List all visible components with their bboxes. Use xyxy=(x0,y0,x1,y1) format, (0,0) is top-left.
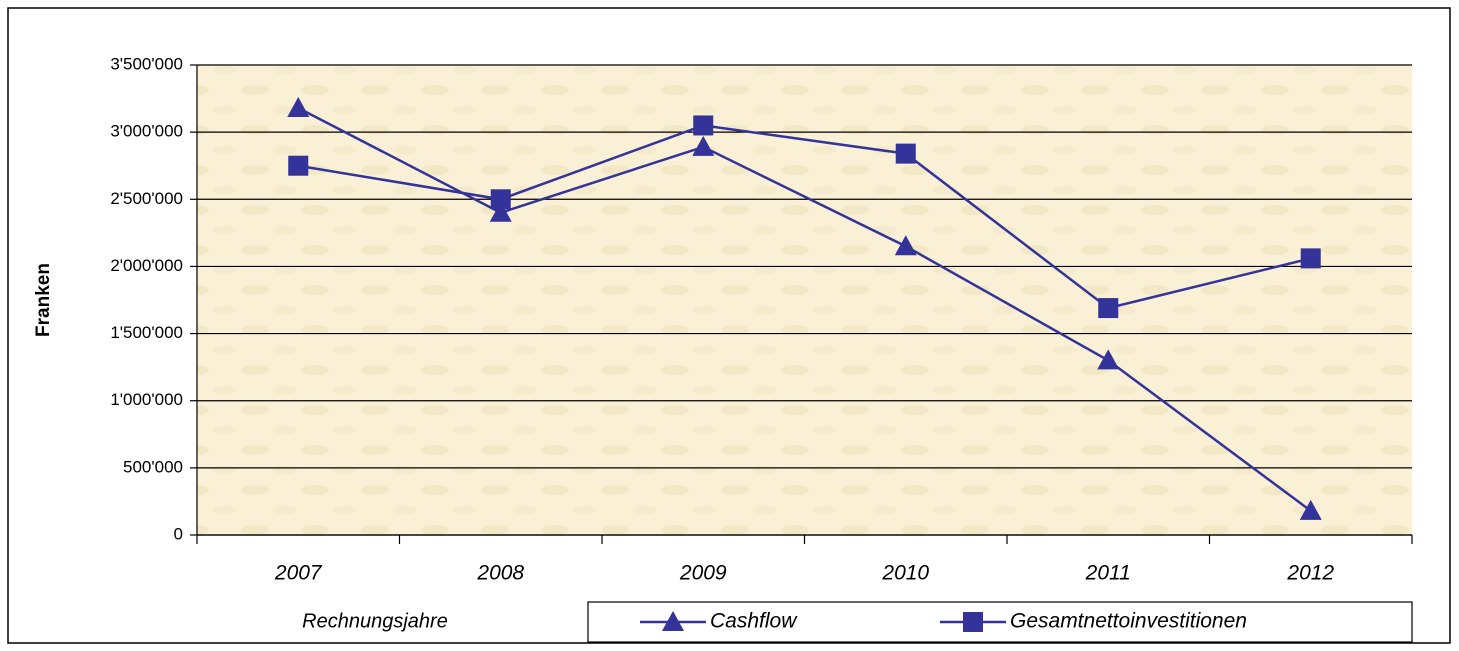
square-marker xyxy=(490,189,511,210)
square-marker xyxy=(288,155,309,176)
y-tick-label: 3'000'000 xyxy=(110,122,183,141)
square-marker xyxy=(895,143,916,164)
y-tick-label: 3'500'000 xyxy=(110,54,183,73)
x-tick-label: 2012 xyxy=(1286,562,1334,585)
x-tick-label: 2008 xyxy=(476,562,524,585)
x-tick-label: 2011 xyxy=(1085,562,1131,585)
y-tick-label: 1'000'000 xyxy=(110,390,183,409)
legend-label: Gesamtnettoinvestitionen xyxy=(1010,610,1247,633)
triangle-marker xyxy=(894,235,917,256)
square-marker xyxy=(963,612,983,632)
series-line xyxy=(297,106,1312,512)
x-axis-label: Rechnungsjahre xyxy=(302,610,448,632)
square-marker xyxy=(1300,248,1321,269)
x-tick-label: 2009 xyxy=(679,562,727,585)
triangle-marker xyxy=(489,201,512,222)
x-tick-label: 2007 xyxy=(274,562,323,585)
legend-label: Cashflow xyxy=(710,610,798,633)
square-marker xyxy=(693,115,714,136)
triangle-marker xyxy=(1097,349,1120,370)
square-marker xyxy=(1098,298,1119,319)
series-line xyxy=(298,124,1312,310)
y-axis-label: Franken xyxy=(33,263,54,337)
triangle-marker xyxy=(287,96,310,117)
x-tick-label: 2010 xyxy=(881,562,929,585)
y-tick-label: 0 xyxy=(174,524,183,543)
y-tick-label: 2'500'000 xyxy=(110,189,183,208)
triangle-marker xyxy=(692,135,715,156)
triangle-marker xyxy=(1299,499,1322,520)
y-tick-label: 2'000'000 xyxy=(110,256,183,275)
plot-area xyxy=(197,65,1412,535)
y-tick-label: 500'000 xyxy=(123,457,183,476)
y-tick-label: 1'500'000 xyxy=(110,323,183,342)
triangle-marker xyxy=(662,611,684,631)
